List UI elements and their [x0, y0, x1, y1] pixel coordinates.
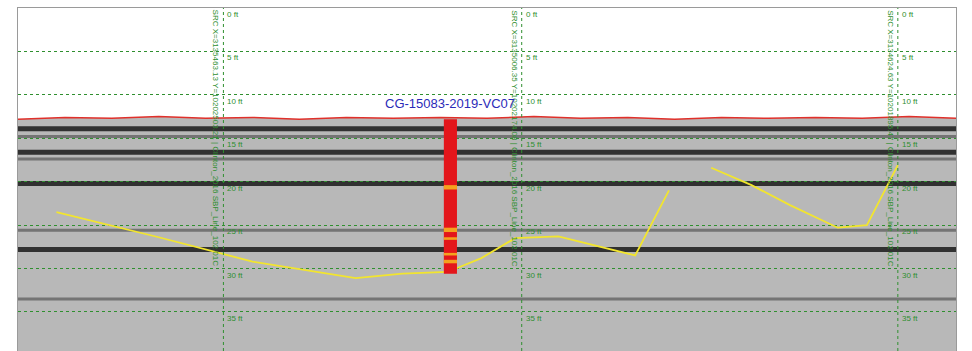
svg-text:25 ft: 25 ft [902, 227, 918, 236]
svg-text:15 ft: 15 ft [902, 140, 918, 149]
svg-text:20 ft: 20 ft [526, 184, 542, 193]
svg-text:35 ft: 35 ft [526, 314, 542, 323]
svg-text:CG-15083-2019-VC07: CG-15083-2019-VC07 [385, 96, 515, 111]
svg-text:20 ft: 20 ft [902, 184, 918, 193]
svg-text:10 ft: 10 ft [227, 97, 243, 106]
svg-text:SRC X=3135463.13 Y=10202503.21: SRC X=3135463.13 Y=10202503.21 | Clinton… [211, 10, 220, 267]
svg-text:30 ft: 30 ft [902, 271, 918, 280]
svg-text:15 ft: 15 ft [227, 140, 243, 149]
svg-text:SRC X=3134624.63 Y=10201895.47: SRC X=3134624.63 Y=10201895.47 | Clinton… [886, 10, 895, 267]
svg-text:0 ft: 0 ft [227, 10, 239, 19]
svg-text:5 ft: 5 ft [526, 53, 538, 62]
svg-text:10 ft: 10 ft [902, 97, 918, 106]
svg-text:25 ft: 25 ft [526, 227, 542, 236]
svg-text:15 ft: 15 ft [526, 140, 542, 149]
svg-text:5 ft: 5 ft [902, 53, 914, 62]
svg-text:35 ft: 35 ft [227, 314, 243, 323]
svg-text:0 ft: 0 ft [902, 10, 914, 19]
svg-text:0 ft: 0 ft [526, 10, 538, 19]
svg-text:5 ft: 5 ft [227, 53, 239, 62]
svg-text:10 ft: 10 ft [526, 97, 542, 106]
svg-text:35 ft: 35 ft [902, 314, 918, 323]
svg-text:25 ft: 25 ft [227, 227, 243, 236]
svg-text:20 ft: 20 ft [227, 184, 243, 193]
svg-text:30 ft: 30 ft [526, 271, 542, 280]
svg-text:SRC X=3135006.35 Y=10202174.08: SRC X=3135006.35 Y=10202174.08 | Clinton… [510, 10, 519, 267]
svg-text:30 ft: 30 ft [227, 271, 243, 280]
